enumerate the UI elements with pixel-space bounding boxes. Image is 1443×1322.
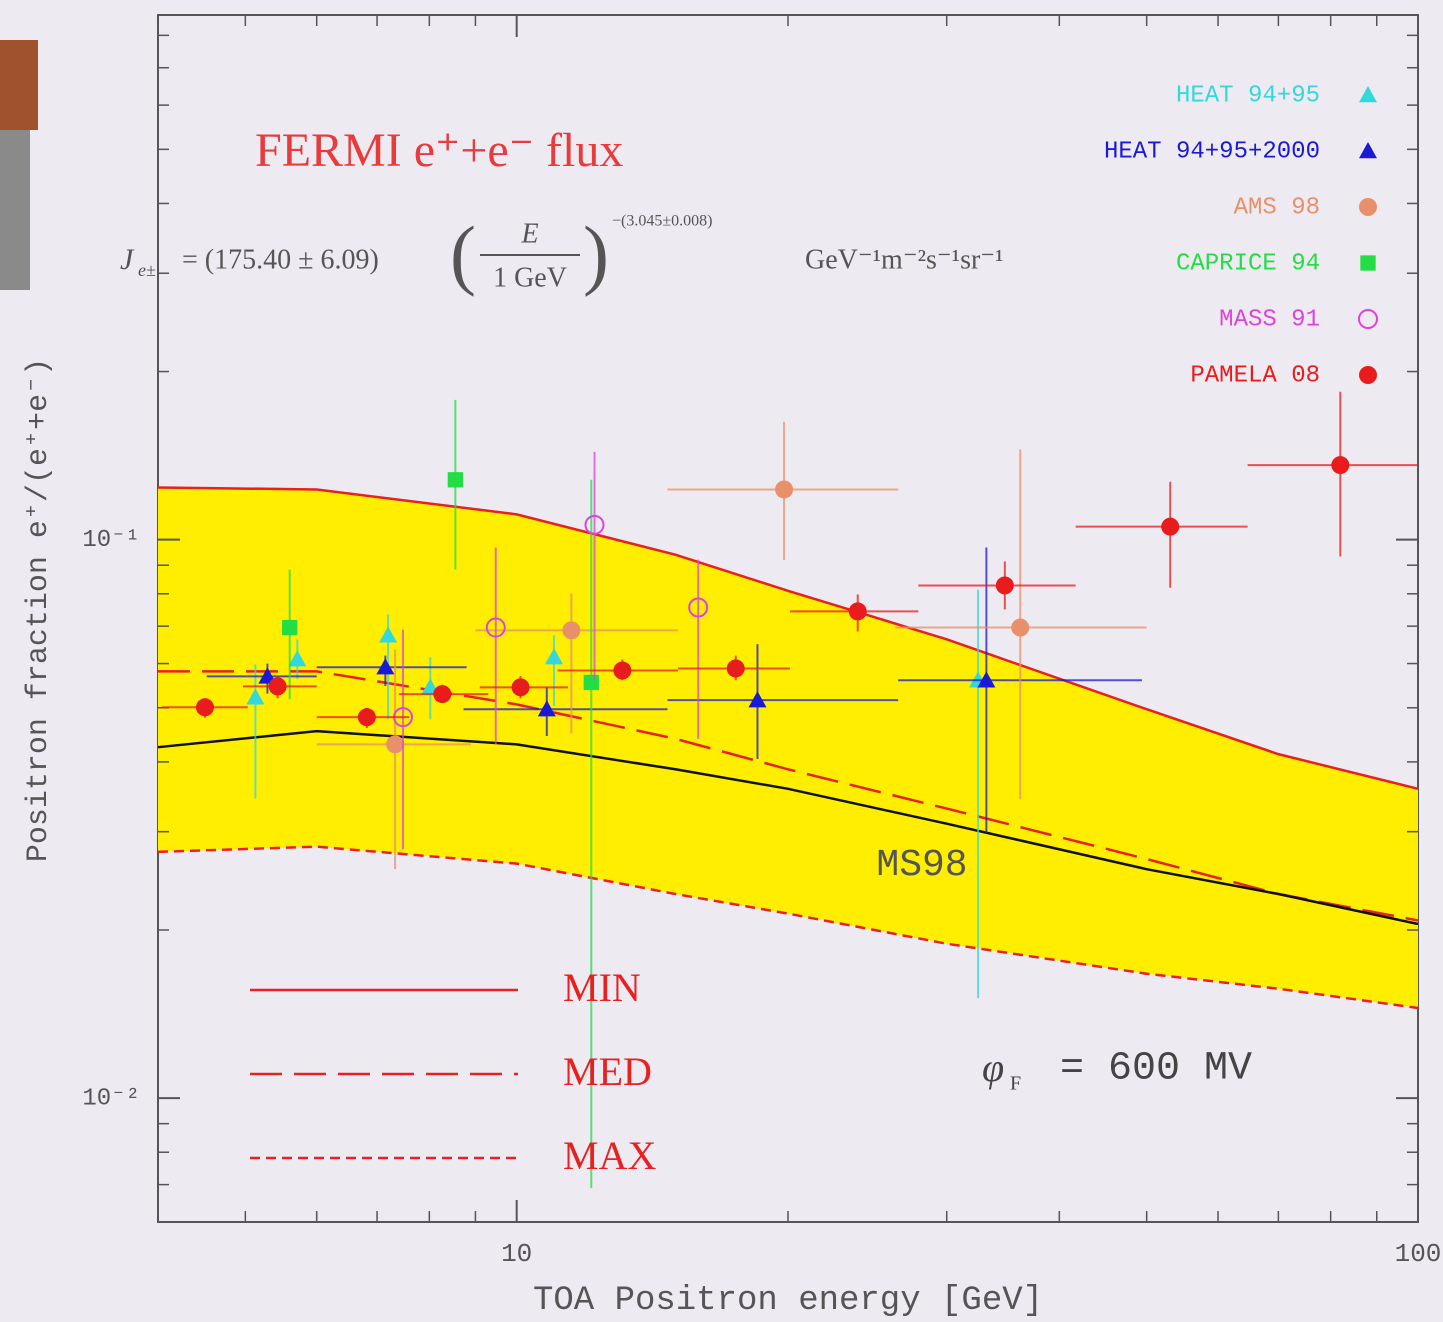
y-axis-label: Positron fraction e⁺/(e⁺+e⁻): [22, 358, 56, 862]
data-point: [282, 620, 297, 635]
legend-label: MASS 91: [1219, 306, 1320, 333]
data-point: [512, 678, 530, 696]
x-tick-label: 10: [501, 1239, 532, 1269]
formula-paren: ): [583, 210, 609, 297]
formula-lhs-sub: e±: [138, 260, 156, 280]
data-point: [584, 675, 599, 690]
legend-label: AMS 98: [1234, 194, 1320, 221]
data-point: [775, 480, 793, 498]
data-point: [996, 576, 1014, 594]
formula-units: GeV⁻¹m⁻²s⁻¹sr⁻¹: [805, 244, 1003, 275]
satellite-panel: [0, 40, 38, 130]
legend-label: MED: [563, 1049, 652, 1094]
phi-text: = 600 MV: [1060, 1047, 1252, 1092]
data-point: [1331, 456, 1349, 474]
legend-label: PAMELA 08: [1190, 362, 1320, 389]
legend-marker: [1360, 255, 1375, 270]
data-point: [727, 659, 745, 677]
data-point: [358, 708, 376, 726]
formula-coef: = (175.40 ± 6.09): [182, 244, 379, 275]
chart-title: FERMI e⁺+e⁻ flux: [255, 124, 623, 177]
data-point: [448, 472, 463, 487]
data-point: [196, 698, 214, 716]
data-point: [562, 621, 580, 639]
y-tick-label: 10⁻²: [82, 1085, 140, 1112]
phi-symbol: φ: [982, 1045, 1004, 1090]
data-point: [849, 602, 867, 620]
legend-marker: [1359, 198, 1377, 216]
x-tick-label: 100: [1395, 1239, 1442, 1269]
data-point: [269, 677, 287, 695]
page: 10 100 10⁻² 10⁻¹ FERMI e⁺+e⁻ flux J e± = (1…: [0, 0, 1443, 1322]
formula-exponent: −(3.045±0.008): [612, 213, 712, 230]
data-point: [433, 685, 451, 703]
data-point: [1161, 518, 1179, 536]
data-point: [1011, 619, 1029, 637]
legend-label: HEAT 94+95: [1176, 82, 1320, 109]
formula-lhs: J: [120, 243, 135, 276]
data-point: [386, 735, 404, 753]
legend-label: CAPRICE 94: [1176, 250, 1320, 277]
legend-label: MIN: [563, 965, 641, 1010]
legend-label: HEAT 94+95+2000: [1104, 138, 1320, 165]
legend-label: MAX: [563, 1133, 656, 1178]
curve-label: MS98: [876, 844, 967, 887]
data-point: [613, 662, 631, 680]
formula-den: 1 GeV: [493, 262, 567, 293]
x-axis-label: TOA Positron energy [GeV]: [533, 1282, 1043, 1320]
chart: 10 100 10⁻² 10⁻¹ FERMI e⁺+e⁻ flux J e± = (1…: [0, 0, 1443, 1322]
phi-subscript: F: [1010, 1073, 1021, 1095]
legend-marker: [1359, 366, 1377, 384]
formula-paren: (: [450, 210, 476, 297]
satellite-body: [0, 130, 30, 290]
y-tick-label: 10⁻¹: [82, 527, 140, 554]
formula-num: E: [520, 218, 538, 249]
